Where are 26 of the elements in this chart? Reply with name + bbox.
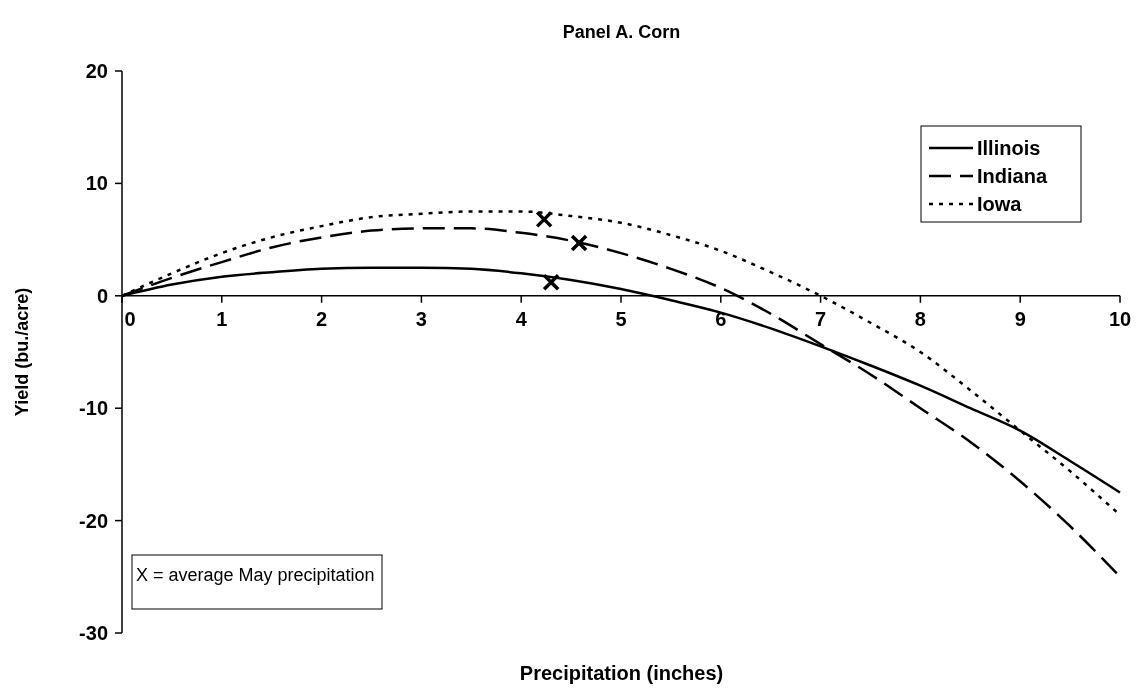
y-tick-label: 0 bbox=[96, 284, 108, 307]
x-tick-label: 8 bbox=[914, 307, 926, 330]
x-tick-label: 10 bbox=[1108, 307, 1132, 330]
point bbox=[542, 273, 560, 292]
y-axis-title: Yield (bu./acre) bbox=[12, 287, 32, 417]
x-tick-label: 0 bbox=[124, 307, 136, 330]
x-tick-label: 9 bbox=[1014, 307, 1026, 330]
chart-title: Panel A. Corn bbox=[562, 22, 681, 42]
point bbox=[570, 234, 588, 252]
legend-label: Iowa bbox=[977, 193, 1023, 215]
annotation: X = average May precipitation bbox=[136, 565, 375, 586]
legend-label: Illinois bbox=[977, 137, 1041, 159]
point bbox=[535, 210, 553, 229]
x-tick-label: 3 bbox=[415, 307, 427, 330]
x-tick-label: 1 bbox=[216, 307, 228, 330]
y-tick-label: 20 bbox=[85, 60, 108, 82]
x-tick-label: 2 bbox=[316, 307, 328, 330]
x-axis-title: Precipitation (inches) bbox=[519, 662, 724, 684]
x-tick-label: 7 bbox=[815, 307, 827, 330]
legend-label: Indiana bbox=[977, 165, 1048, 187]
x-tick-label: 4 bbox=[515, 307, 528, 330]
y-tick-label: -20 bbox=[79, 509, 108, 532]
y-tick-label: -10 bbox=[79, 397, 108, 420]
y-tick-label: -30 bbox=[79, 622, 108, 644]
y-tick-label: 10 bbox=[85, 172, 108, 195]
x-tick-label: 5 bbox=[615, 307, 627, 330]
